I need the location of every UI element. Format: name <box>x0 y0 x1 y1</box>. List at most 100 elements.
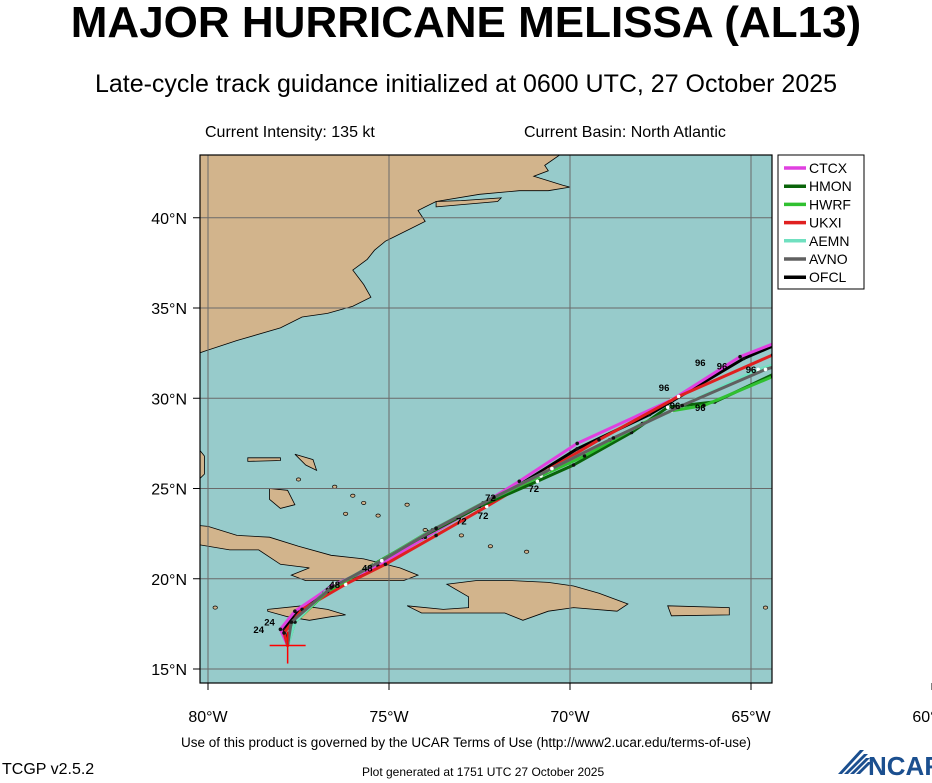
track-point <box>289 620 294 624</box>
isla-juventud-land <box>136 545 151 552</box>
small-island <box>487 544 493 549</box>
lon-tick-label: 65°W <box>731 709 771 726</box>
map-axes: 80°W75°W70°W65°W60°W55°W50°W15°N20°N25°N… <box>151 211 932 726</box>
forecast-hour-label: 96 <box>717 361 728 372</box>
small-island <box>422 528 428 532</box>
track-point <box>484 504 489 509</box>
track-point <box>582 454 587 458</box>
forecast-hour-label: 96 <box>746 365 757 376</box>
legend-label: UKXI <box>809 215 842 231</box>
small-island <box>886 700 890 703</box>
track-point <box>894 306 898 310</box>
abaco-land <box>294 453 318 472</box>
long-island-land <box>435 197 503 208</box>
legend-label: CTCX <box>809 160 848 176</box>
forecast-hour-label: 24 <box>253 625 264 636</box>
small-island <box>343 511 349 516</box>
lon-tick-label: 80°W <box>188 709 228 726</box>
legend-label: HWRF <box>809 196 851 212</box>
track-point <box>851 339 855 343</box>
track-point <box>778 369 782 373</box>
forecast-hour-label: 96 <box>695 358 706 369</box>
track-point <box>702 403 706 408</box>
legend-label: AEMN <box>809 233 849 249</box>
small-island <box>879 660 883 663</box>
page-title: MAJOR HURRICANE MELISSA (AL13) <box>70 0 862 47</box>
track-point <box>665 405 670 410</box>
lat-tick-label: 15°N <box>151 662 187 679</box>
forecast-hour-label: 24 <box>264 618 275 629</box>
lat-tick-label: 20°N <box>151 572 187 589</box>
lon-tick-label: 60°W <box>912 709 932 726</box>
small-island <box>865 630 869 633</box>
current-intensity: Current Intensity: 135 kt <box>205 124 375 141</box>
small-island <box>894 687 898 690</box>
small-island <box>332 484 338 489</box>
ncar-logo-text: NCAR <box>868 751 932 778</box>
generated-timestamp: Plot generated at 1751 UTC 27 October 20… <box>362 765 605 779</box>
north-america-land <box>200 155 571 480</box>
small-island <box>850 633 854 636</box>
lon-tick-label: 75°W <box>369 709 409 726</box>
legend-label: AVNO <box>809 251 848 267</box>
small-island <box>375 513 381 518</box>
forecast-hour-label: 96 <box>670 401 681 412</box>
guadeloupe-land <box>871 644 889 651</box>
ncar-logo-mark: NCAR <box>838 750 932 781</box>
terms-of-use: Use of this product is governed by the U… <box>181 735 751 750</box>
puerto-rico-land <box>667 605 730 617</box>
track-point <box>738 354 742 359</box>
track-point <box>278 627 283 632</box>
legend-label: OFCL <box>809 269 847 285</box>
cuba-land <box>200 525 420 581</box>
lat-tick-label: 35°N <box>151 301 187 318</box>
track-point <box>872 301 876 305</box>
track-point <box>492 495 496 500</box>
track-point <box>293 609 297 613</box>
page-subtitle: Late-cycle track guidance initialized at… <box>94 70 838 98</box>
track-point <box>843 353 847 357</box>
track-point <box>597 438 601 442</box>
small-island <box>762 605 769 610</box>
legend-label: HMON <box>809 178 852 194</box>
current-basin: Current Basin: North Atlantic <box>524 124 726 141</box>
small-island <box>458 533 464 538</box>
forecast-hour-label: 72 <box>478 511 489 522</box>
forecast-hour-label: 72 <box>529 484 540 495</box>
track-point <box>575 447 579 451</box>
track-point <box>282 631 286 635</box>
forecast-hour-label: 96 <box>869 356 880 367</box>
track-point <box>680 403 684 408</box>
legend-item-ctcx: CTCX <box>784 160 848 176</box>
track-point <box>550 466 554 471</box>
map-frame <box>199 154 773 684</box>
ncar-logo: NCAR <box>838 748 932 783</box>
track-point <box>434 533 438 538</box>
forecast-hour-label: 96 <box>695 403 706 414</box>
small-island <box>361 500 367 505</box>
track-point <box>434 526 438 530</box>
track-point <box>676 394 681 399</box>
map-grid <box>200 155 772 683</box>
track-point <box>858 339 862 343</box>
track-point <box>756 367 760 372</box>
legend: CTCX HMON HWRF UKXI AEMN AVNO OFCL <box>777 154 865 290</box>
version-label: TCGP v2.5.2 <box>2 761 95 778</box>
track-line-avno <box>286 365 772 647</box>
forecast-hour-label: 72 <box>485 493 496 504</box>
track-point <box>383 562 388 567</box>
legend-item-hmon: HMON <box>784 178 852 194</box>
track-point <box>847 351 851 355</box>
track-point <box>329 586 333 590</box>
small-island <box>212 605 218 610</box>
small-island <box>524 549 530 554</box>
legend-item-aemn: AEMN <box>784 233 849 249</box>
grand-bahama-land <box>247 457 281 462</box>
track-point <box>763 367 768 372</box>
small-island <box>295 477 302 482</box>
track-point <box>380 558 384 563</box>
track-point <box>575 441 579 446</box>
legend-item-ofcl: OFCL <box>784 269 847 285</box>
